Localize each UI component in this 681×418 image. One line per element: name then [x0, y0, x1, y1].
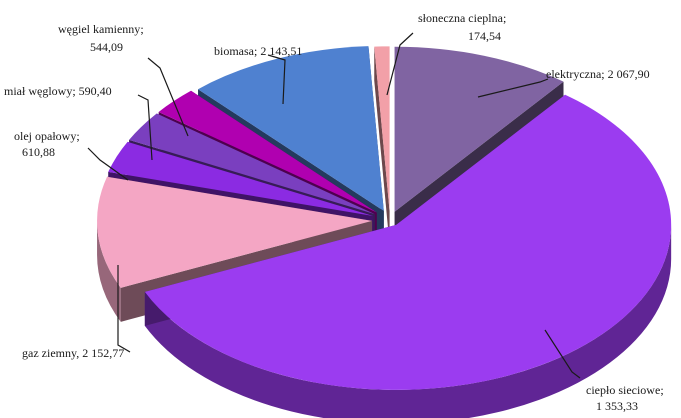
leader-line-elektryczna	[477, 78, 549, 98]
label-biomasa: biomasa; 2 143,51	[214, 44, 302, 58]
pie-slice-top-biomasa	[198, 46, 384, 211]
label-gaz-ziemny: gaz ziemny, 2 152,77	[22, 346, 124, 360]
leader-line-olej-opalowy	[87, 147, 129, 181]
pie-slice-top-wegiel-kamienny	[158, 90, 377, 213]
label-sloneczna-cieplna: słoneczna cieplna;	[418, 11, 506, 25]
pie-slice-cieplo-sieciowe	[144, 94, 672, 418]
label-olej-opalowy-value: 610,88	[22, 145, 55, 159]
pie-slice-side-gaz-ziemny	[97, 220, 121, 322]
leader-line-mial-weglowy	[137, 94, 153, 161]
leader-line-biomasa	[267, 54, 286, 105]
leader-lines	[87, 32, 581, 379]
label-wegiel-kamienny: węgiel kamienny;	[58, 22, 144, 36]
pie-slice-top-elektryczna	[394, 46, 564, 212]
pie-slice-top-sloneczna-cieplna	[374, 46, 390, 212]
leader-line-gaz-ziemny	[117, 265, 131, 353]
pie-slice-top-olej-opalowy	[108, 141, 374, 216]
pie-slice-top-gaz-ziemny	[97, 176, 373, 288]
leader-line-wegiel-kamienny	[147, 57, 189, 137]
pie-slice-side-cieplo-sieciowe	[144, 224, 672, 418]
pie-slice-top-mial-weglowy	[129, 113, 375, 215]
pie-slice-sloneczna-cieplna	[374, 46, 390, 246]
label-wegiel-kamienny-value: 544,09	[90, 40, 123, 54]
label-elektryczna: elektryczna; 2 067,90	[546, 67, 650, 81]
label-cieplo-sieciowe-value: 1 353,33	[596, 399, 638, 413]
pie-slice-cut-sloneczna-cieplna-0	[374, 46, 390, 246]
label-olej-opalowy: olej opałowy;	[14, 129, 80, 143]
label-mial-weglowy: miał węglowy; 590,40	[4, 84, 112, 98]
label-sloneczna-cieplna-value: 174,54	[468, 29, 501, 43]
slice-labels: elektryczna; 2 067,90 ciepło sieciowe; 1…	[4, 11, 664, 413]
leader-line-cieplo-sieciowe	[544, 329, 581, 379]
pie-slices	[97, 46, 672, 418]
leader-line-sloneczna-cieplna	[386, 32, 414, 96]
pie-slice-top-cieplo-sieciowe	[144, 94, 672, 390]
label-cieplo-sieciowe: ciepło sieciowe;	[586, 383, 664, 397]
